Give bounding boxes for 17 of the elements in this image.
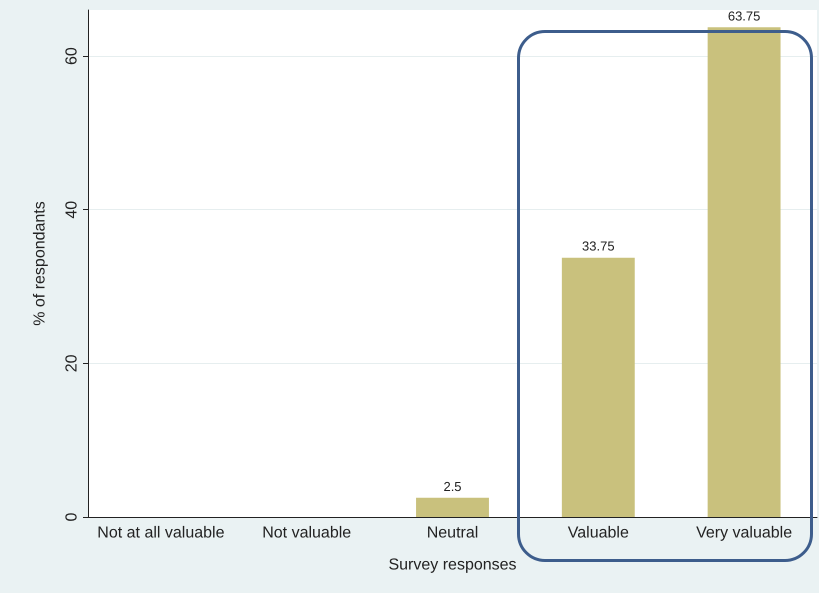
bar	[708, 27, 781, 517]
bar	[416, 498, 489, 517]
data-label: 33.75	[582, 238, 615, 254]
y-tick-label: 0	[64, 512, 80, 522]
y-tick-label: 60	[64, 47, 80, 65]
y-tick-label: 40	[64, 200, 80, 219]
data-label: 63.75	[728, 8, 760, 24]
y-axis-title: % of respondants	[32, 201, 48, 326]
x-tick-label: Valuable	[568, 524, 629, 542]
x-tick-label: Not valuable	[262, 524, 352, 542]
x-axis-title: Survey responses	[388, 556, 517, 574]
bar	[562, 258, 635, 517]
x-tick-label: Neutral	[426, 524, 478, 542]
x-tick-label: Not at all valuable	[97, 524, 225, 542]
x-tick-label: Very valuable	[696, 524, 792, 542]
y-tick-label: 20	[64, 354, 80, 372]
data-label: 2.5	[443, 478, 462, 494]
